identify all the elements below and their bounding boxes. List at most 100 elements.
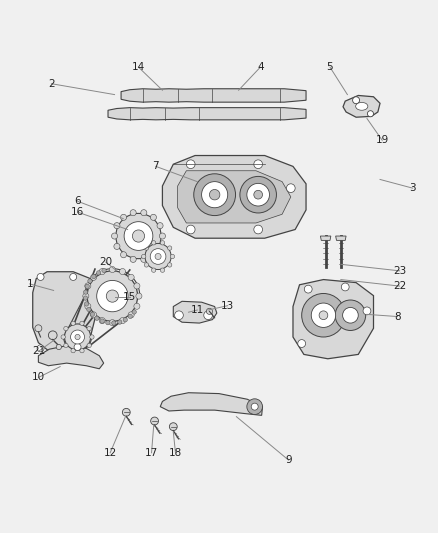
Circle shape (302, 294, 345, 337)
Circle shape (134, 303, 140, 309)
Text: 5: 5 (327, 62, 333, 72)
Polygon shape (321, 236, 331, 240)
Circle shape (124, 222, 153, 251)
Circle shape (122, 408, 130, 416)
Circle shape (71, 330, 85, 344)
Circle shape (343, 308, 358, 323)
Circle shape (353, 97, 360, 104)
Circle shape (254, 190, 262, 199)
Text: 17: 17 (145, 448, 158, 458)
Circle shape (87, 326, 92, 331)
Circle shape (120, 269, 126, 274)
Circle shape (141, 256, 147, 262)
Circle shape (254, 225, 262, 234)
Text: 2: 2 (48, 79, 55, 88)
Circle shape (117, 320, 122, 324)
Circle shape (92, 274, 96, 279)
Circle shape (157, 223, 163, 229)
Circle shape (90, 312, 95, 317)
Circle shape (150, 214, 156, 220)
Circle shape (75, 334, 80, 340)
Circle shape (91, 312, 97, 318)
Circle shape (64, 324, 91, 350)
Polygon shape (108, 108, 306, 120)
Circle shape (70, 273, 77, 280)
Circle shape (144, 246, 148, 250)
Circle shape (96, 271, 101, 275)
Circle shape (114, 244, 120, 249)
Circle shape (298, 340, 306, 348)
Circle shape (99, 269, 105, 274)
Text: 18: 18 (169, 448, 182, 458)
Circle shape (80, 321, 84, 326)
Text: 22: 22 (393, 281, 406, 291)
Circle shape (240, 176, 276, 213)
Circle shape (141, 209, 147, 216)
Circle shape (120, 214, 127, 220)
Circle shape (112, 233, 117, 239)
Polygon shape (178, 171, 291, 223)
Circle shape (90, 335, 94, 339)
Circle shape (367, 111, 374, 117)
Circle shape (319, 311, 328, 320)
Circle shape (120, 252, 127, 258)
Text: 8: 8 (394, 312, 401, 321)
Circle shape (186, 160, 195, 168)
Circle shape (311, 303, 336, 327)
Circle shape (150, 249, 166, 264)
Text: 1: 1 (26, 279, 33, 289)
Polygon shape (39, 346, 104, 369)
Circle shape (160, 268, 165, 272)
Ellipse shape (356, 102, 368, 110)
Polygon shape (336, 236, 346, 240)
Circle shape (209, 189, 220, 200)
Circle shape (116, 213, 161, 259)
Circle shape (64, 343, 68, 348)
Circle shape (71, 321, 75, 326)
Circle shape (128, 314, 132, 319)
Circle shape (64, 326, 68, 331)
Circle shape (85, 284, 89, 288)
Polygon shape (293, 279, 374, 359)
Circle shape (35, 325, 42, 332)
Circle shape (167, 263, 172, 267)
Circle shape (335, 300, 366, 330)
Circle shape (155, 254, 161, 260)
Circle shape (254, 160, 262, 168)
Text: 12: 12 (103, 448, 117, 458)
Circle shape (74, 344, 81, 351)
Circle shape (247, 399, 262, 415)
Circle shape (48, 331, 57, 340)
Circle shape (71, 349, 75, 353)
Circle shape (130, 256, 136, 262)
Circle shape (106, 320, 110, 325)
Circle shape (206, 308, 212, 314)
Circle shape (61, 335, 65, 339)
Circle shape (247, 183, 269, 206)
Circle shape (100, 319, 104, 323)
Circle shape (106, 290, 118, 302)
Circle shape (136, 293, 142, 299)
Circle shape (56, 344, 61, 350)
Circle shape (85, 283, 91, 289)
Circle shape (120, 318, 126, 324)
Circle shape (87, 307, 91, 312)
Circle shape (37, 273, 44, 280)
Circle shape (99, 318, 105, 324)
Text: 15: 15 (123, 292, 136, 302)
Text: 19: 19 (375, 135, 389, 146)
Circle shape (175, 311, 184, 320)
Circle shape (170, 254, 175, 259)
Circle shape (37, 345, 44, 352)
Circle shape (128, 312, 134, 318)
Circle shape (251, 403, 258, 410)
Text: 3: 3 (410, 183, 416, 193)
Text: 4: 4 (257, 62, 264, 72)
Circle shape (341, 283, 349, 291)
Circle shape (194, 174, 236, 215)
Circle shape (110, 320, 116, 326)
Text: 20: 20 (99, 257, 113, 267)
Polygon shape (121, 89, 306, 102)
Circle shape (286, 184, 295, 192)
Circle shape (112, 321, 116, 325)
